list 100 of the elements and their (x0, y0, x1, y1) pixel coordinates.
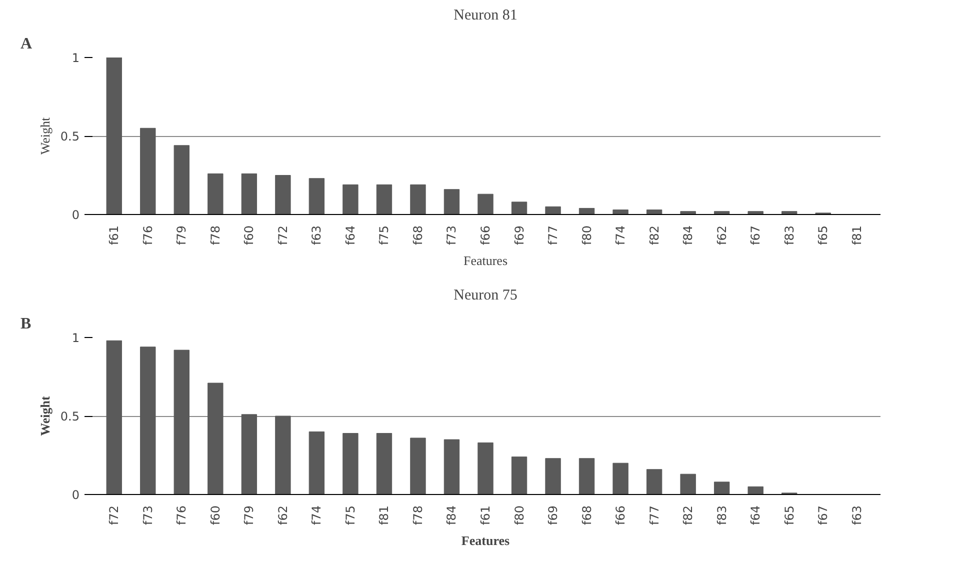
x-tick-label: f78 (208, 225, 222, 245)
x-tick-label: f83 (714, 505, 729, 525)
x-tick-label: f64 (748, 505, 763, 525)
bar (478, 194, 494, 214)
bar (578, 208, 595, 214)
bar (275, 175, 291, 214)
bar (376, 433, 392, 494)
y-tick-label: 1 (72, 51, 80, 65)
x-tick-label: f73 (444, 225, 459, 245)
x-tick-label: f68 (580, 505, 594, 525)
x-tick-label: f80 (580, 225, 594, 245)
x-tick-label: f77 (546, 225, 560, 245)
x-tick-label: f67 (748, 225, 763, 245)
chart-title: Neuron 75 (454, 288, 518, 304)
x-tick-label: f64 (343, 225, 358, 245)
bar (342, 433, 358, 494)
bar (410, 438, 426, 494)
x-tick-label: f79 (174, 225, 189, 245)
x-tick-label: f65 (782, 505, 796, 525)
y-tick-label: 0 (72, 208, 80, 222)
x-tick-label: f69 (512, 225, 526, 245)
bar (308, 178, 325, 214)
x-tick-label: f66 (614, 505, 628, 525)
bar (680, 474, 696, 494)
x-tick-label: f61 (107, 225, 122, 245)
y-tick-label: 1 (72, 331, 80, 345)
x-tick-label: f78 (410, 505, 425, 525)
x-tick-label: f72 (107, 505, 122, 525)
text: A (20, 36, 32, 52)
bar (578, 458, 595, 494)
x-tick-label: f79 (242, 505, 256, 525)
y-tick-label: 0.5 (60, 130, 80, 144)
x-tick-label: f84 (444, 505, 459, 525)
x-tick-label: f83 (782, 225, 796, 245)
x-tick-label: f81 (377, 505, 392, 525)
bar (376, 184, 392, 214)
x-tick-label: f62 (714, 225, 729, 245)
x-tick-label: f66 (478, 225, 492, 245)
x-tick-label: f68 (410, 225, 425, 245)
x-axis-title: Features (461, 532, 510, 548)
x-tick-label: f60 (242, 225, 256, 245)
bar (342, 184, 358, 214)
x-tick-label: f69 (546, 505, 560, 525)
x-tick-label: f61 (478, 505, 492, 525)
bar (410, 184, 426, 214)
text: B (20, 316, 32, 332)
bar (444, 189, 460, 214)
bar (174, 145, 190, 214)
x-tick-label: f81 (850, 225, 864, 245)
x-tick-label: f76 (174, 505, 189, 525)
bar (511, 202, 528, 214)
bar (208, 173, 224, 214)
bar (140, 346, 156, 494)
bar (612, 462, 628, 494)
x-tick-label: f82 (647, 225, 662, 245)
x-axis-title: Features (463, 252, 508, 268)
bar (646, 469, 662, 494)
x-tick-label: f75 (343, 505, 358, 525)
bar (545, 206, 561, 214)
bar (174, 350, 190, 494)
y-axis-title: Weight (37, 117, 52, 155)
bar (748, 486, 764, 494)
y-tick-label: 0 (72, 488, 80, 502)
bar (106, 340, 122, 494)
x-tick-label: f80 (512, 505, 526, 525)
bar (140, 128, 156, 214)
bar (646, 210, 662, 214)
x-tick-label: f63 (850, 505, 864, 525)
x-tick-label: f82 (681, 505, 696, 525)
bar (748, 211, 764, 214)
x-tick-label: f74 (614, 225, 628, 245)
x-tick-label: f74 (310, 505, 324, 525)
x-tick-label: f76 (140, 225, 155, 245)
bar (612, 210, 628, 214)
x-tick-label: f67 (816, 505, 830, 525)
x-tick-label: f63 (310, 225, 324, 245)
bar (241, 414, 258, 494)
x-tick-label: f62 (276, 505, 290, 525)
bar (275, 416, 291, 494)
chart-title: Neuron 81 (454, 8, 518, 24)
bar (714, 482, 730, 494)
bar (511, 456, 528, 494)
bar (782, 211, 798, 214)
bar (106, 58, 122, 214)
x-tick-label: f73 (140, 505, 155, 525)
bar (208, 382, 224, 494)
bar (241, 173, 258, 214)
bar (680, 211, 696, 214)
x-tick-label: f60 (208, 505, 222, 525)
x-tick-label: f72 (276, 225, 290, 245)
y-tick-label: 0.5 (60, 410, 80, 424)
bar (444, 439, 460, 494)
x-tick-label: f84 (681, 225, 696, 245)
bar (545, 458, 561, 494)
bar (478, 442, 494, 494)
x-tick-label: f75 (377, 225, 392, 245)
bar (308, 431, 325, 494)
y-axis-title: Weight (37, 395, 52, 436)
x-tick-label: f77 (647, 505, 662, 525)
x-tick-label: f65 (816, 225, 830, 245)
